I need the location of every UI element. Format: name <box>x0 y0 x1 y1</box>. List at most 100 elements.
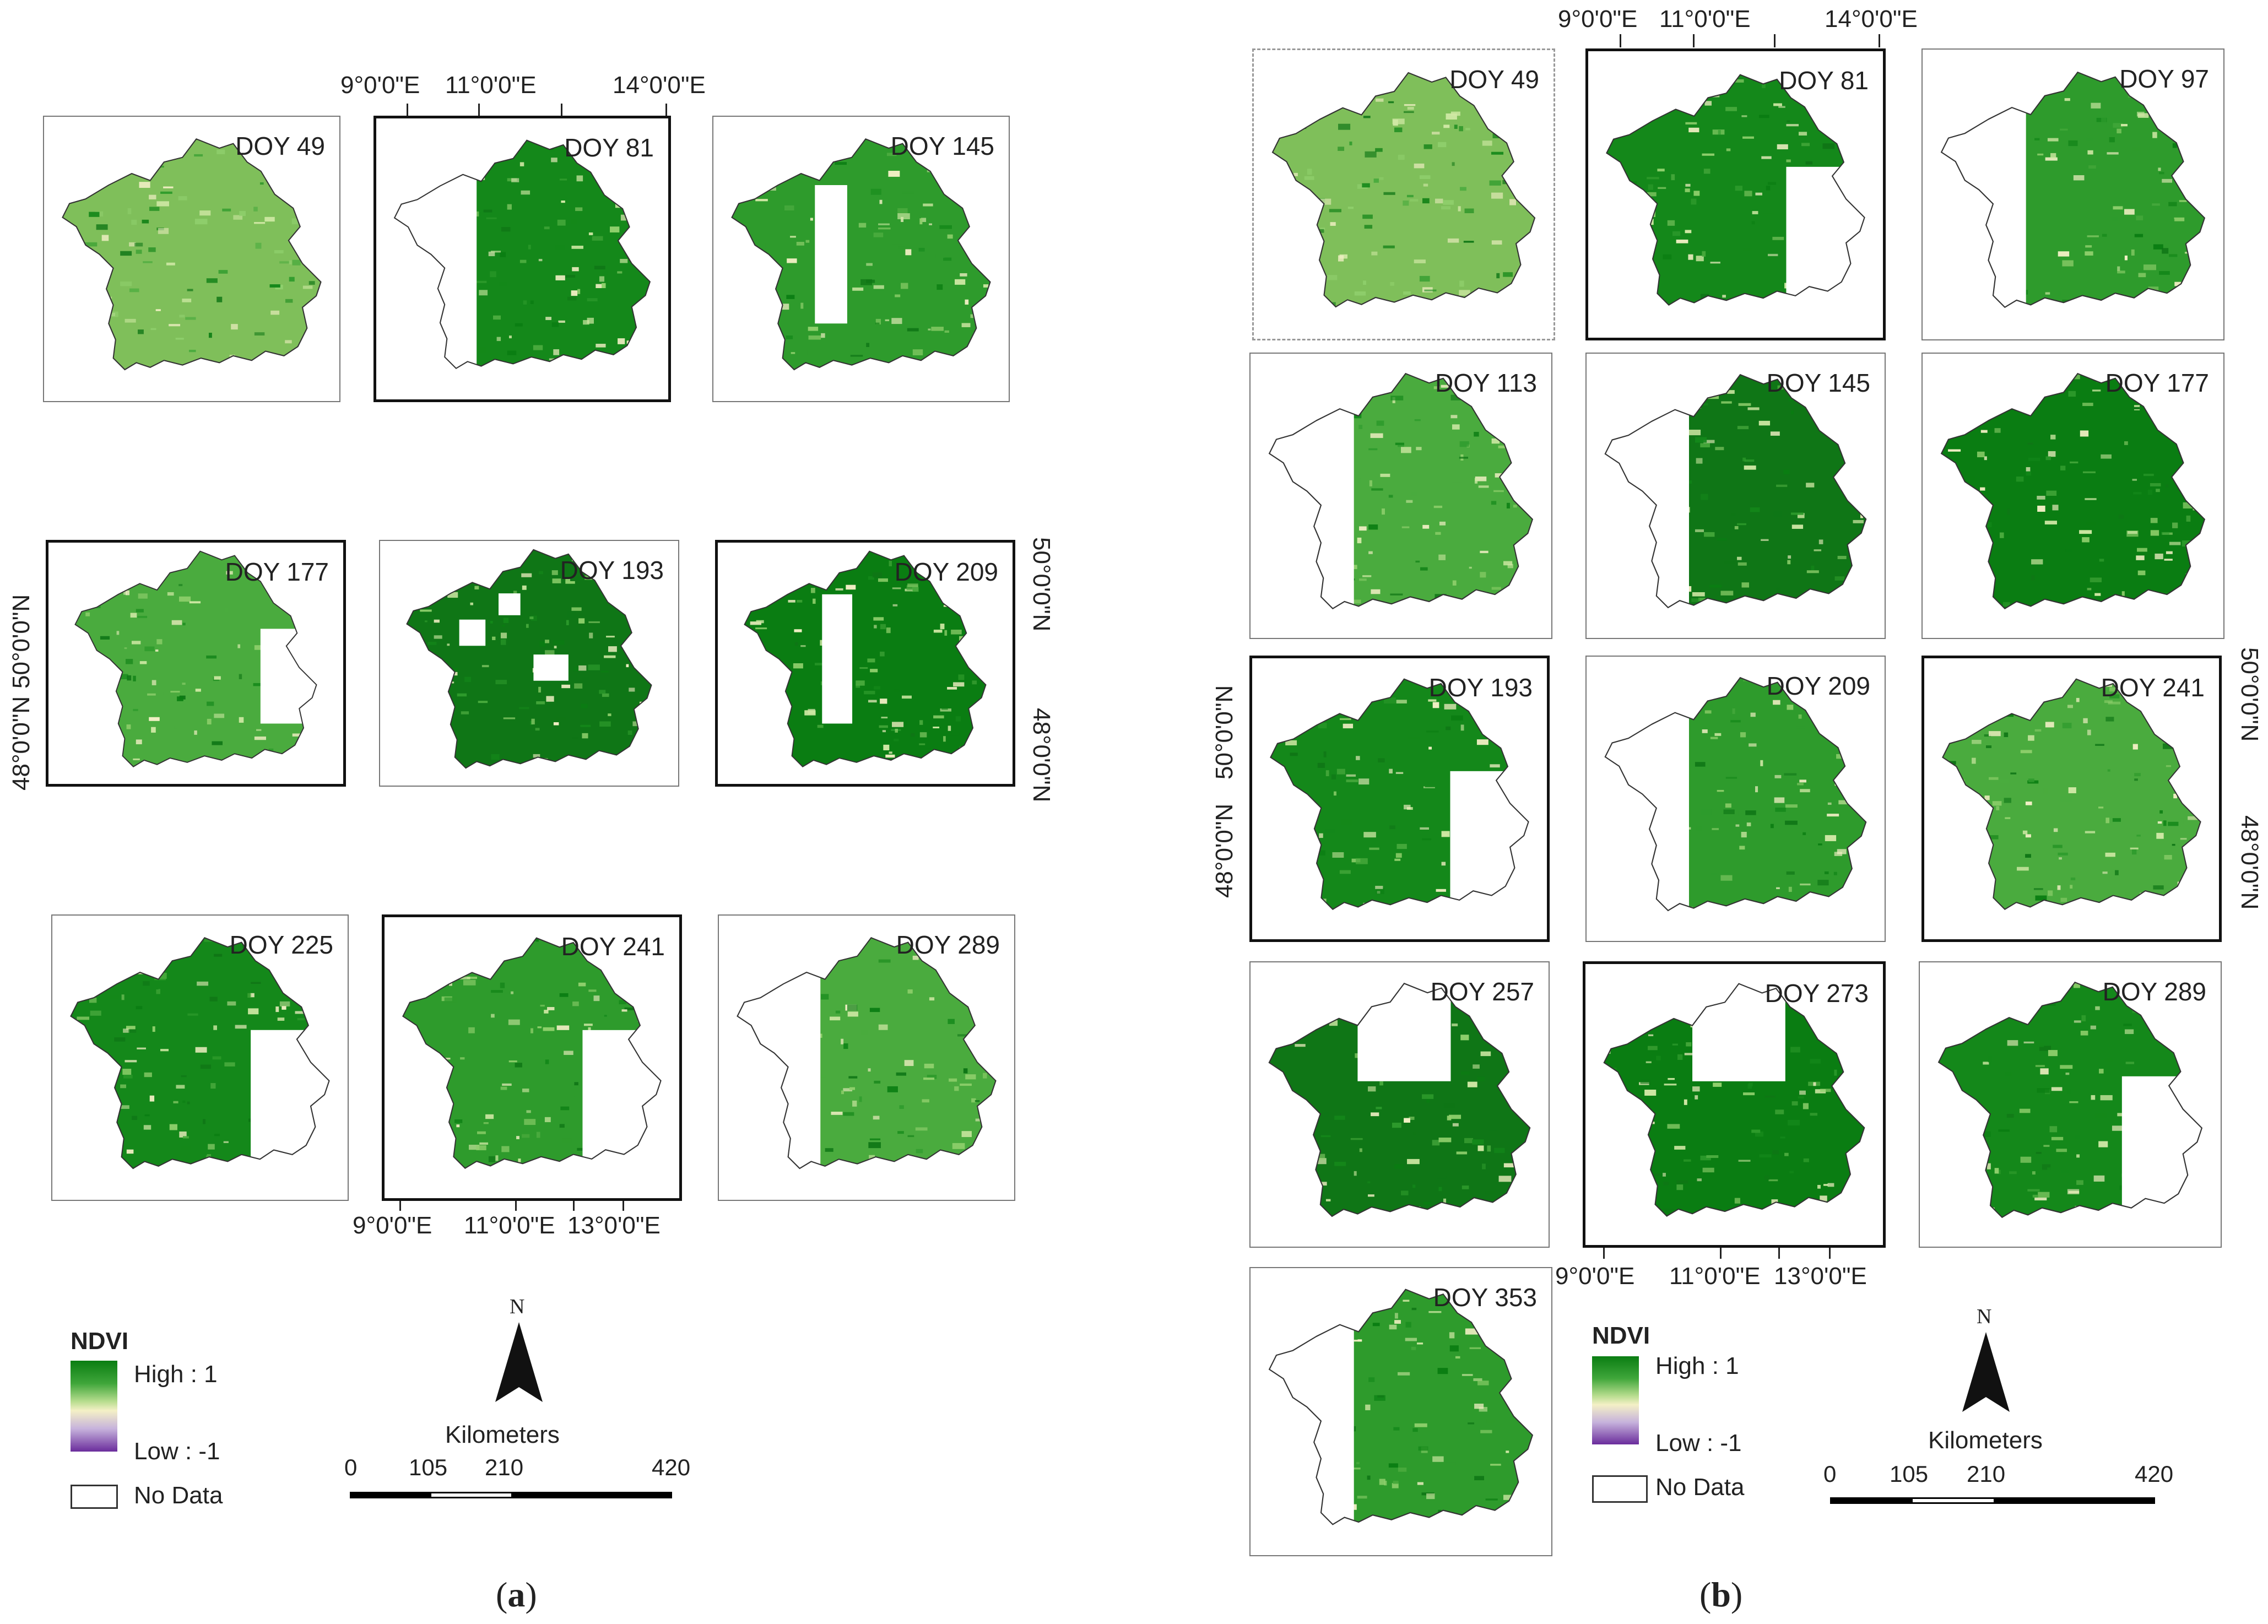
bavaria-ndvi-map <box>62 138 322 371</box>
legend-low-label: Low : -1 <box>134 1438 220 1465</box>
longitude-label: 9°0'0"E <box>1558 6 1638 33</box>
doy-label: DOY 177 <box>2105 369 2209 397</box>
bavaria-ndvi-map <box>406 549 652 769</box>
longitude-label: 13°0'0"E <box>567 1212 661 1239</box>
ndvi-color-ramp <box>71 1361 117 1452</box>
north-label: N <box>1977 1305 1992 1328</box>
bavaria-ndvi-map <box>1268 982 1531 1217</box>
latitude-label: 48°0'0"N <box>2236 815 2263 910</box>
scale-units: Kilometers <box>445 1421 560 1448</box>
bavaria-ndvi-map <box>402 937 662 1169</box>
legend-title: NDVI <box>1592 1322 1650 1349</box>
map-panel: DOY 193 <box>1249 656 1550 942</box>
bavaria-ndvi-map <box>1271 72 1536 308</box>
map-panel: DOY 241 <box>382 914 682 1201</box>
doy-label: DOY 241 <box>2101 673 2205 702</box>
legend-low-label: Low : -1 <box>1655 1430 1742 1457</box>
longitude-label: 14°0'0"E <box>1825 6 1918 33</box>
axis-tick <box>573 1201 575 1211</box>
map-panel: DOY 49 <box>1252 48 1555 340</box>
scale-bar <box>350 1492 672 1498</box>
doy-label: DOY 289 <box>896 930 1000 959</box>
map-panel: DOY 81 <box>374 116 671 402</box>
longitude-label: 9°0'0"E <box>1555 1263 1635 1290</box>
doy-label: DOY 49 <box>1449 65 1539 94</box>
latitude-label: 50°0'0"N <box>1211 685 1238 779</box>
map-panel: DOY 209 <box>715 540 1015 787</box>
bavaria-ndvi-map <box>1603 983 1865 1217</box>
latitude-label: 48°0'0"N <box>1028 708 1055 803</box>
doy-label: DOY 209 <box>1766 672 1870 700</box>
map-panel: DOY 81 <box>1585 48 1886 340</box>
bavaria-ndvi-map <box>1604 676 1867 912</box>
scale-tick-label: 210 <box>1967 1461 2006 1487</box>
bavaria-ndvi-map <box>731 138 991 371</box>
axis-tick <box>1693 34 1695 47</box>
map-panel: DOY 177 <box>46 540 346 787</box>
axis-tick <box>665 104 667 116</box>
latitude-label: 50°0'0"N <box>8 594 35 689</box>
doy-label: DOY 145 <box>1766 369 1870 397</box>
scale-tick-label: 105 <box>1890 1461 1929 1487</box>
legend-nodata-label: No Data <box>1655 1474 1745 1501</box>
north-label: N <box>510 1295 525 1318</box>
longitude-label: 14°0'0"E <box>613 72 706 99</box>
longitude-label: 9°0'0"E <box>353 1212 432 1239</box>
axis-tick <box>399 1201 401 1211</box>
longitude-label: 9°0'0"E <box>340 72 420 99</box>
bavaria-ndvi-map <box>1268 372 1534 610</box>
doy-label: DOY 273 <box>1764 979 1869 1008</box>
subfigure-label: (b) <box>1699 1575 1743 1614</box>
doy-label: DOY 145 <box>890 132 994 160</box>
doy-label: DOY 193 <box>1428 673 1533 702</box>
doy-label: DOY 209 <box>894 557 998 586</box>
scale-tick-label: 0 <box>344 1454 358 1480</box>
north-arrow-icon <box>495 1322 543 1402</box>
scale-tick-label: 0 <box>1823 1461 1837 1487</box>
latitude-label: 48°0'0"N <box>1211 803 1238 898</box>
bavaria-ndvi-map <box>1604 373 1867 609</box>
map-panel: DOY 257 <box>1249 961 1550 1248</box>
map-panel: DOY 241 <box>1921 656 2222 942</box>
map-panel: DOY 289 <box>718 914 1015 1201</box>
axis-tick <box>1879 34 1880 47</box>
scale-tick-label: 210 <box>485 1454 524 1480</box>
legend-high-label: High : 1 <box>1655 1352 1739 1379</box>
doy-label: DOY 113 <box>1435 369 1537 397</box>
axis-tick <box>515 1201 517 1211</box>
bavaria-ndvi-map <box>1942 678 2201 910</box>
axis-tick <box>1778 1248 1780 1259</box>
doy-label: DOY 81 <box>564 133 654 162</box>
doy-label: DOY 49 <box>235 132 325 160</box>
scale-units: Kilometers <box>1928 1427 2043 1454</box>
axis-tick <box>561 104 562 116</box>
scale-bar <box>1830 1497 2155 1504</box>
map-panel: DOY 193 <box>379 540 679 787</box>
axis-tick <box>1603 1248 1605 1259</box>
map-panel: DOY 289 <box>1919 961 2222 1248</box>
axis-tick <box>1829 1248 1831 1259</box>
map-panel: DOY 145 <box>1585 353 1886 639</box>
scale-tick-label: 105 <box>409 1454 448 1480</box>
latitude-label: 50°0'0"N <box>2236 647 2263 742</box>
north-arrow-icon <box>1962 1332 2010 1412</box>
legend-high-label: High : 1 <box>134 1361 218 1388</box>
bavaria-ndvi-map <box>1937 981 2203 1219</box>
doy-label: DOY 193 <box>560 556 664 584</box>
axis-tick <box>478 104 480 116</box>
bavaria-ndvi-map <box>1268 1289 1534 1525</box>
map-panel: DOY 97 <box>1921 48 2224 340</box>
map-panel: DOY 225 <box>51 914 349 1201</box>
latitude-label: 50°0'0"N <box>1028 537 1055 632</box>
doy-label: DOY 353 <box>1433 1283 1537 1312</box>
doy-label: DOY 81 <box>1779 66 1869 95</box>
bavaria-ndvi-map <box>393 139 651 370</box>
bavaria-ndvi-map <box>70 936 330 1170</box>
longitude-label: 11°0'0"E <box>445 72 537 99</box>
doy-label: DOY 289 <box>2102 977 2206 1006</box>
map-panel: DOY 49 <box>43 116 340 402</box>
no-data-swatch <box>1592 1475 1648 1503</box>
bavaria-ndvi-map <box>1940 372 2206 610</box>
doy-label: DOY 177 <box>225 557 329 586</box>
doy-label: DOY 241 <box>561 932 665 961</box>
